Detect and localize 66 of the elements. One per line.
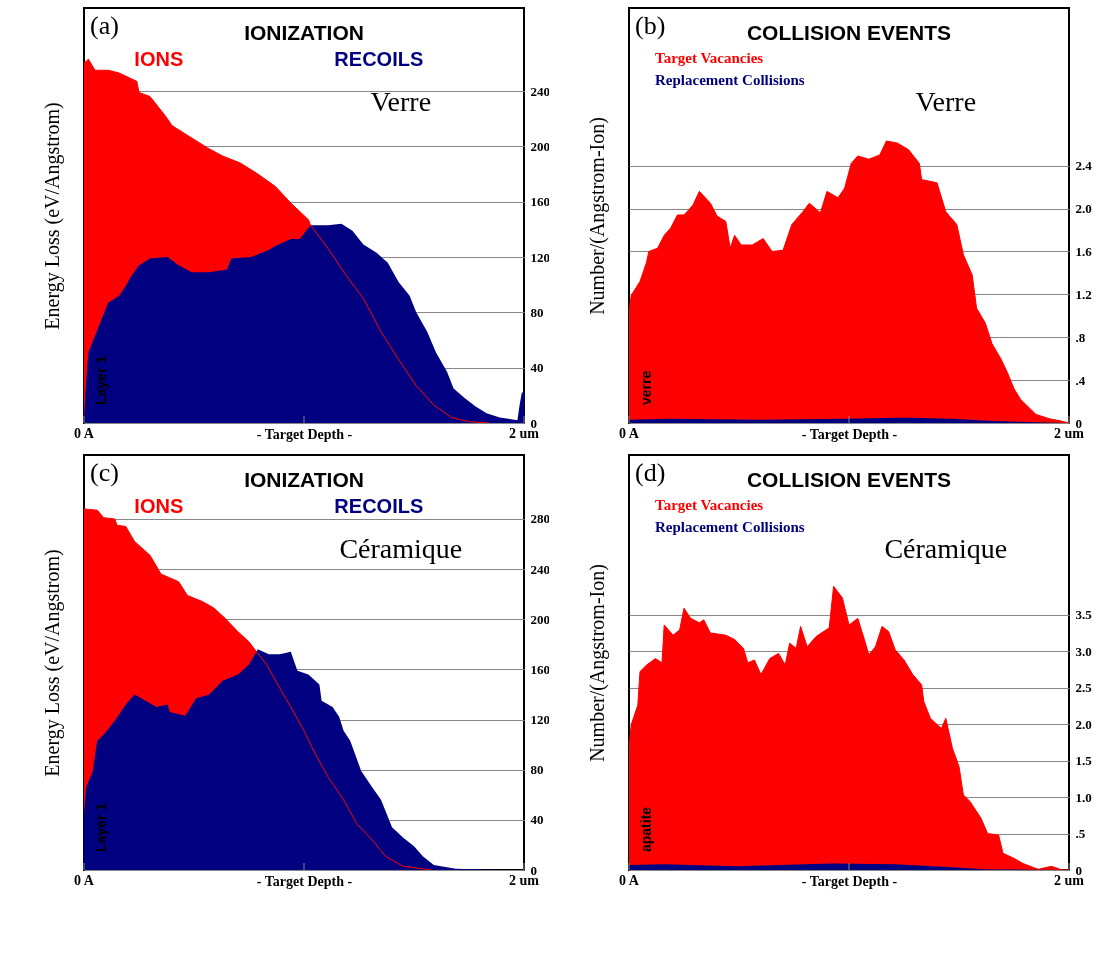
- y-tick-label: .8: [1075, 329, 1086, 345]
- annotation: (d): [635, 458, 666, 487]
- y-axis-title: Energy Loss (eV/Angstrom): [40, 102, 64, 330]
- y-tick-label: 120: [530, 249, 550, 265]
- y-tick-label: .4: [1075, 372, 1086, 388]
- y-tick-label: 200: [530, 138, 550, 154]
- annotation: apatite: [638, 806, 654, 852]
- annotation: Layer 1: [93, 355, 109, 405]
- series-label: IONS: [134, 495, 184, 517]
- y-tick-label: 1.2: [1075, 286, 1092, 302]
- y-tick-label: 0: [1075, 862, 1082, 878]
- y-tick-label: .5: [1075, 826, 1086, 842]
- annotation: (b): [635, 11, 666, 40]
- y-tick-label: 80: [530, 762, 544, 778]
- x-tick-label: 0 A: [619, 426, 640, 441]
- text: COLLISION EVENTS: [746, 21, 952, 44]
- annotation: Céramique: [884, 533, 1008, 564]
- text: COLLISION EVENTS: [746, 468, 952, 491]
- y-tick-label: 240: [530, 83, 550, 99]
- annotation: verre: [638, 370, 654, 405]
- x-tick-label: 0 A: [74, 426, 95, 441]
- y-tick-label: 1.5: [1075, 753, 1093, 769]
- y-tick-label: 2.4: [1075, 158, 1093, 174]
- y-tick-label: 0: [530, 415, 537, 431]
- text: Replacement Collisions: [655, 72, 805, 88]
- x-axis-title: - Target Depth -: [801, 426, 898, 442]
- text: IONIZATION: [244, 468, 364, 491]
- y-tick-label: 1.6: [1075, 243, 1093, 259]
- y-tick-label: 0: [530, 862, 537, 878]
- y-tick-label: 0: [1075, 415, 1082, 431]
- y-axis-title: Number/(Angstrom-Ion): [585, 117, 609, 315]
- y-axis-title: Energy Loss (eV/Angstrom): [40, 549, 64, 777]
- annotation: (c): [90, 458, 119, 487]
- y-tick-label: 280: [530, 511, 550, 527]
- text: Replacement Collisions: [655, 519, 805, 535]
- y-tick-label: 3.5: [1075, 607, 1093, 623]
- y-tick-label: 40: [530, 812, 544, 828]
- y-tick-label: 160: [530, 661, 550, 677]
- y-tick-label: 240: [530, 561, 550, 577]
- text: RECOILS: [334, 495, 424, 517]
- y-tick-label: 3.0: [1075, 643, 1092, 659]
- text: Target Vacancies: [655, 497, 764, 513]
- annotation: Verre: [370, 86, 432, 117]
- y-tick-label: 160: [530, 194, 550, 210]
- x-tick-label: 0 A: [74, 873, 95, 888]
- x-tick-label: 0 A: [619, 873, 640, 888]
- text: RECOILS: [334, 48, 424, 70]
- x-axis-title: - Target Depth -: [801, 873, 898, 889]
- annotation: Verre: [915, 86, 977, 117]
- annotation: Layer 1: [93, 802, 109, 852]
- y-tick-label: 200: [530, 611, 550, 627]
- y-tick-label: 80: [530, 304, 544, 320]
- y-tick-label: 2.5: [1075, 680, 1093, 696]
- y-tick-label: 120: [530, 712, 550, 728]
- annotation: Céramique: [339, 533, 463, 564]
- annotation: (a): [90, 11, 119, 40]
- x-axis-title: - Target Depth -: [256, 426, 353, 442]
- y-tick-label: 2.0: [1075, 201, 1092, 217]
- text: IONIZATION: [244, 21, 364, 44]
- x-axis-title: - Target Depth -: [256, 873, 353, 889]
- y-tick-label: 2.0: [1075, 716, 1092, 732]
- series-label: IONS: [134, 48, 184, 70]
- y-axis-title: Number/(Angstrom-Ion): [585, 564, 609, 762]
- text: Target Vacancies: [655, 50, 764, 66]
- y-tick-label: 1.0: [1075, 789, 1092, 805]
- y-tick-label: 40: [530, 360, 544, 376]
